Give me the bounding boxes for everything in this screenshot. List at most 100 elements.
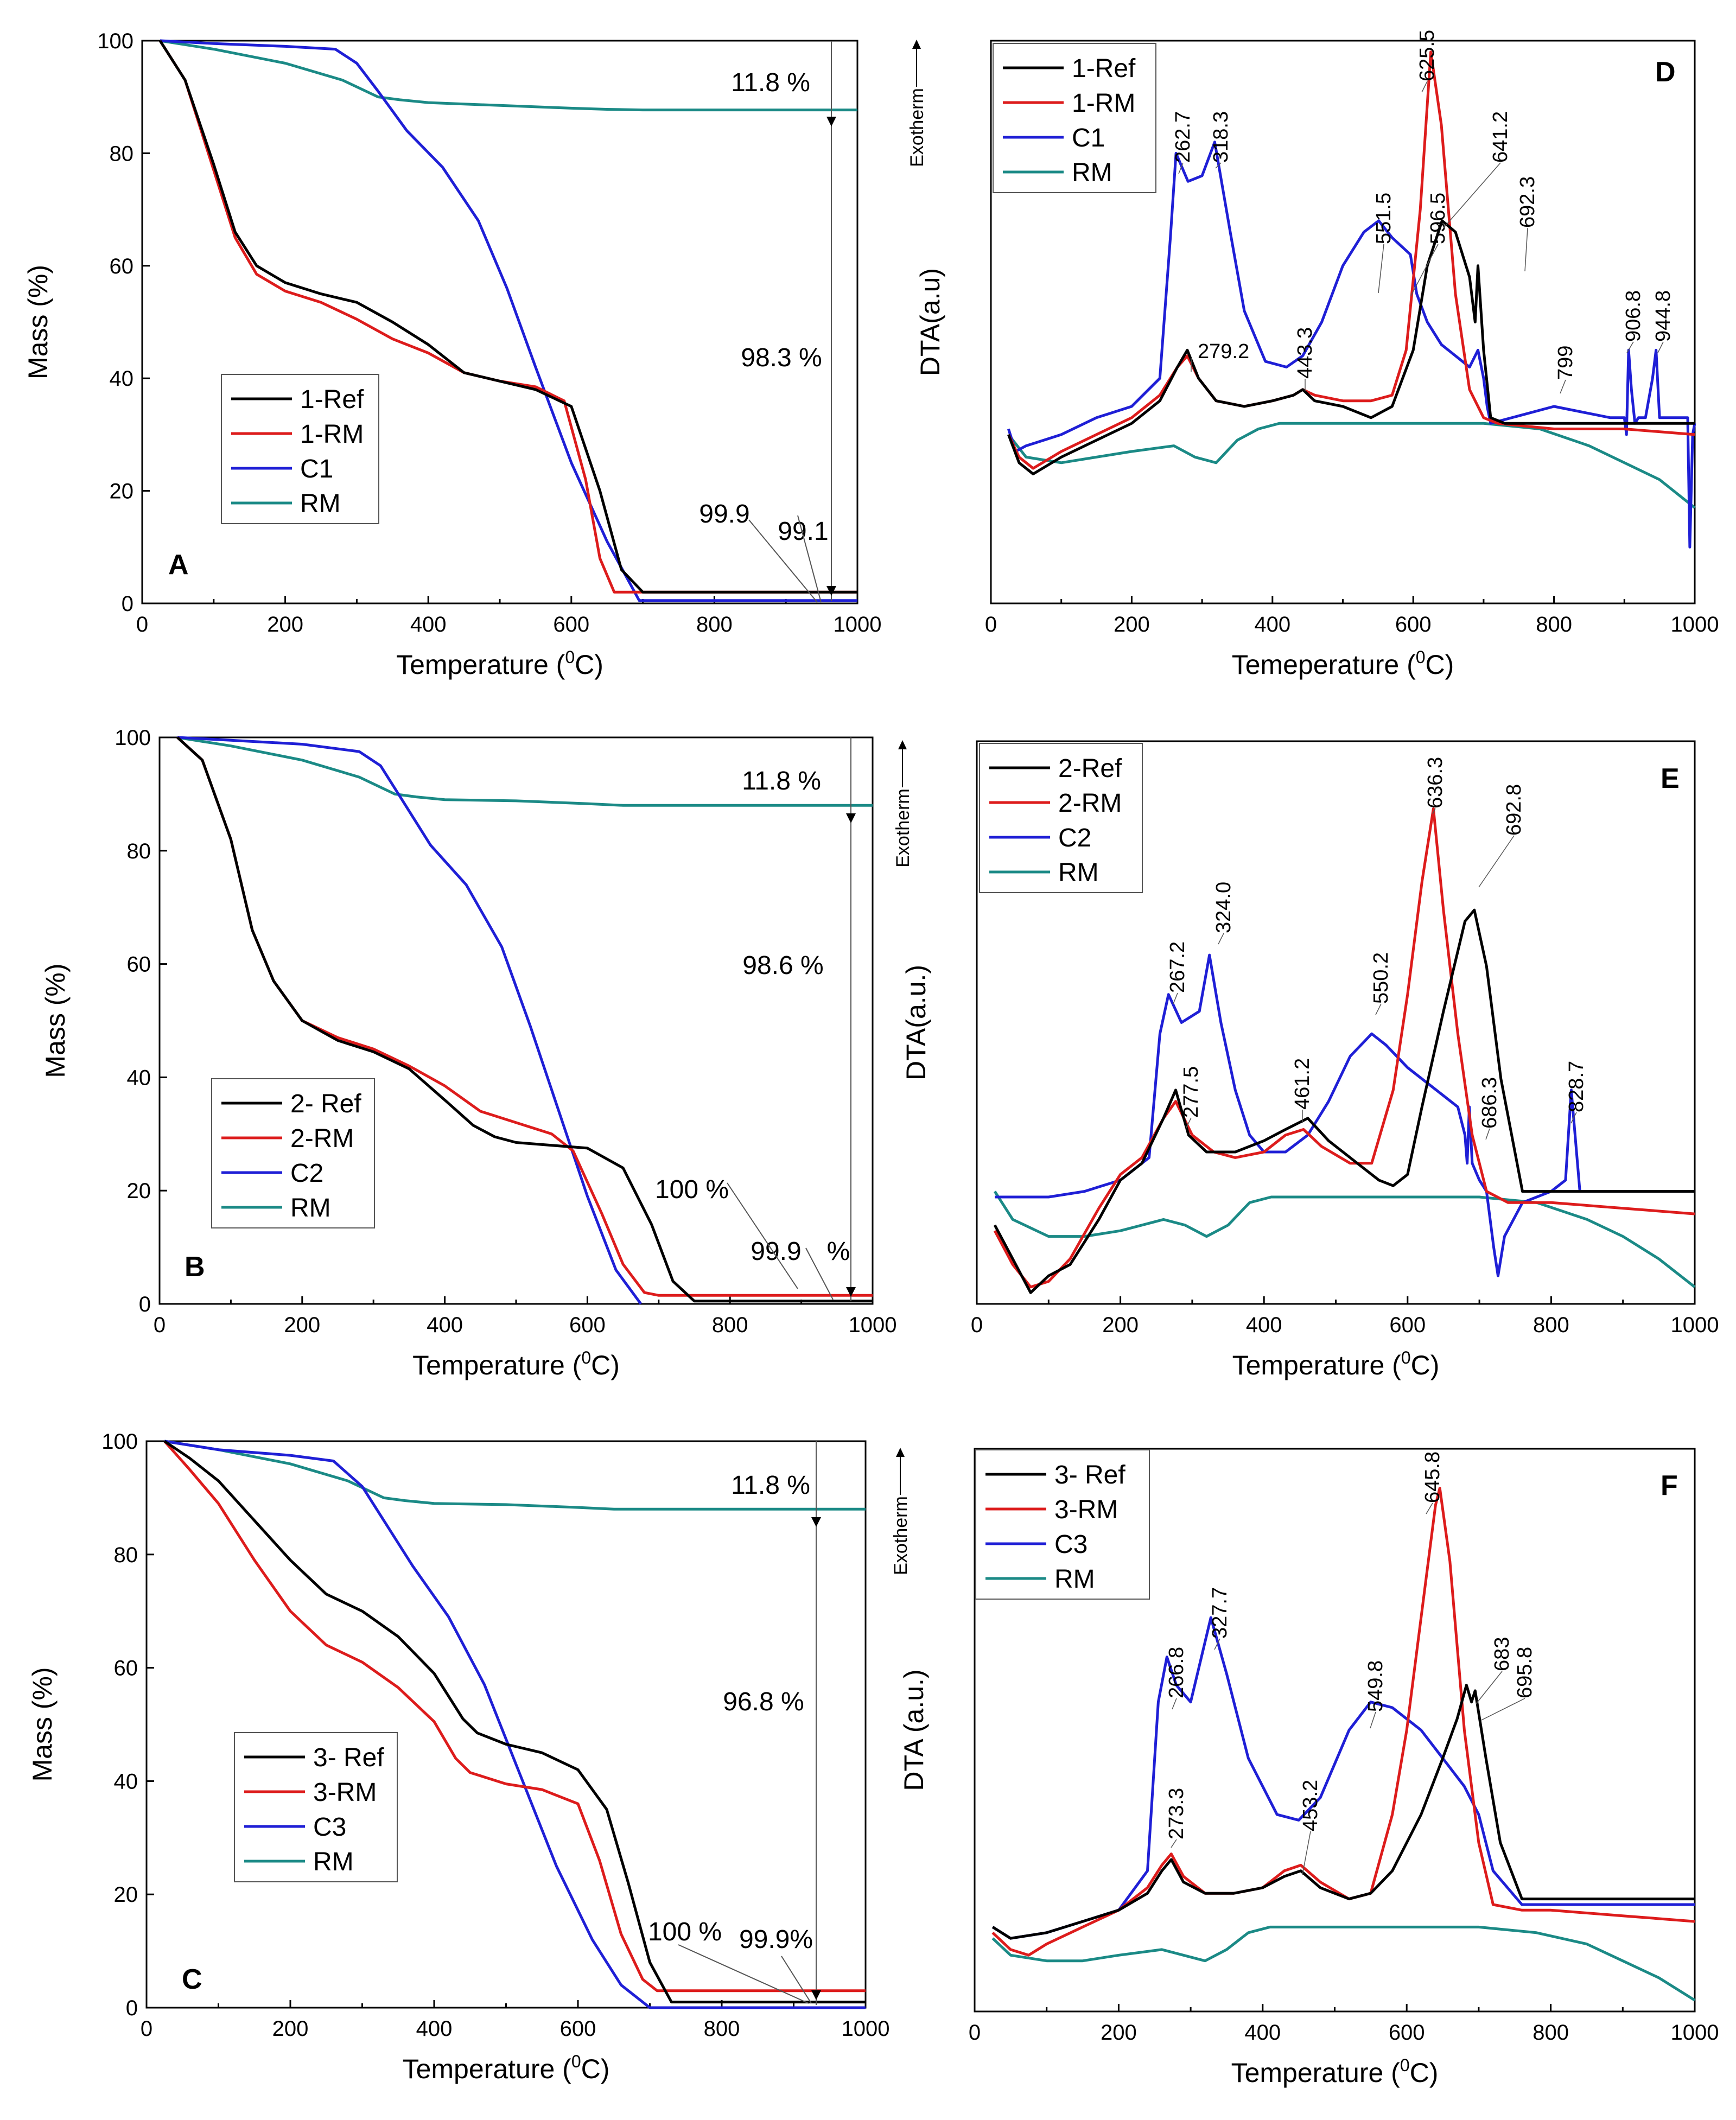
peak-leader-line <box>1378 244 1384 294</box>
peak-leader-line <box>1178 162 1184 174</box>
peak-leader-line <box>1485 1128 1490 1140</box>
panel-letter: D <box>1655 56 1676 88</box>
legend-label: C3 <box>1054 1530 1088 1559</box>
y-tick-label: 100 <box>101 1430 138 1454</box>
peak-leader-line <box>1172 1698 1177 1710</box>
series-line-1-rm <box>1007 50 1695 470</box>
series-line-rm <box>164 1440 866 1511</box>
peak-label: 695.8 <box>1514 1647 1536 1698</box>
mass-loss-annotation: 99.1 <box>778 517 828 546</box>
leader-line <box>797 515 822 603</box>
mass-loss-annotation: 98.6 % <box>742 951 823 980</box>
x-tick-label: 200 <box>1101 2021 1137 2045</box>
peak-leader-line <box>1215 162 1222 169</box>
y-tick-label: 0 <box>139 1293 151 1316</box>
series-line-rm <box>1007 422 1696 509</box>
legend-label: 2-RM <box>1058 789 1122 818</box>
x-tick-label: 0 <box>136 613 148 636</box>
y-tick-label: 60 <box>110 254 134 278</box>
series-line-1-ref <box>158 40 857 594</box>
legend-label: 3-RM <box>1054 1495 1118 1524</box>
leader-line <box>678 1944 809 2004</box>
x-tick-label: 1000 <box>849 1313 897 1337</box>
exotherm-label: Exotherm <box>891 1496 911 1575</box>
series-line-c1 <box>1007 141 1696 549</box>
x-tick-label: 600 <box>1389 1313 1426 1337</box>
peak-label: 279.2 <box>1198 340 1249 363</box>
legend-label: RM <box>300 489 341 518</box>
peak-label: 318.3 <box>1210 111 1232 163</box>
axis-title-text: C) <box>591 1350 620 1380</box>
x-tick-label: 800 <box>1533 1313 1569 1337</box>
series-line-rm <box>177 736 873 807</box>
x-tick-label: 800 <box>1532 2021 1569 2045</box>
panel-letter: F <box>1661 1470 1678 1501</box>
legend-label: RM <box>1054 1565 1095 1594</box>
x-tick-label: 0 <box>141 2017 152 2041</box>
series-line-c3 <box>164 1440 866 2009</box>
mass-loss-annotation: 11.8 % <box>731 1471 810 1500</box>
y-tick-label: 80 <box>110 142 134 165</box>
x-tick-label: 400 <box>427 1313 463 1337</box>
series-line-3-rm <box>163 1440 866 1992</box>
series-line-rm <box>993 1190 1696 1288</box>
x-tick-label: 600 <box>553 613 589 636</box>
mass-loss-annotation: % <box>827 1237 850 1266</box>
exotherm-label: Exotherm <box>893 788 913 868</box>
x-tick-label: 1000 <box>1671 2021 1719 2045</box>
mass-loss-annotation: 99.9% <box>739 1925 813 1954</box>
axis-title-text: C) <box>1411 1350 1440 1380</box>
legend-box <box>221 374 379 524</box>
degree-superscript: 0 <box>1400 2055 1410 2075</box>
axis-title-text: Temperature ( <box>396 650 565 680</box>
legend-label: C2 <box>1058 824 1091 852</box>
x-tick-label: 800 <box>1536 613 1572 636</box>
peak-label: 828.7 <box>1565 1061 1588 1112</box>
legend-label: 1-Ref <box>1072 54 1136 83</box>
x-tick-label: 1000 <box>1671 613 1719 636</box>
peak-label: 636.3 <box>1424 757 1447 808</box>
mass-loss-annotation: 11.8 % <box>731 68 810 97</box>
legend-label: 3- Ref <box>1054 1461 1125 1489</box>
series-line-1-ref <box>1007 219 1695 475</box>
panel-letter: B <box>185 1251 205 1283</box>
panel-a: 0 200 400 600 800 1000 0 20 40 60 80 100 Temperature… <box>23 29 881 680</box>
legend-label: RM <box>1058 858 1099 887</box>
mass-loss-arrow-head <box>846 813 856 823</box>
x-tick-label: 1000 <box>1671 1313 1719 1337</box>
peak-leader-line <box>1524 227 1528 272</box>
y-axis-title: Mass (%) <box>27 1667 58 1781</box>
peak-label: 262.7 <box>1172 111 1194 163</box>
x-tick-label: 400 <box>1244 2021 1281 2045</box>
x-tick-label: 600 <box>569 1313 606 1337</box>
y-axis-title: DTA(a.u.) <box>901 965 931 1080</box>
peak-leader-line <box>1173 992 1178 1004</box>
panel-letter: C <box>182 1964 202 1995</box>
leader-line <box>748 519 818 603</box>
panel-b: 0 200 400 600 800 1000 0 20 40 60 80 100 Temperature… <box>40 726 896 1380</box>
peak-leader-line <box>1410 244 1439 296</box>
peak-label: 443.3 <box>1294 327 1317 379</box>
peak-label: 906.8 <box>1622 290 1645 342</box>
mass-loss-arrow-head <box>826 117 836 126</box>
degree-superscript: 0 <box>571 2052 581 2071</box>
y-tick-label: 80 <box>127 839 151 863</box>
mass-loss-annotation: 99.9 <box>751 1237 801 1266</box>
peak-label: 324.0 <box>1212 882 1235 933</box>
peak-label: 461.2 <box>1291 1058 1314 1110</box>
legend-label: 2-RM <box>290 1124 354 1153</box>
series-line-c1 <box>160 39 857 602</box>
legend-label: C2 <box>290 1159 323 1188</box>
y-tick-label: 20 <box>114 1883 138 1907</box>
exotherm-label: Exotherm <box>907 88 927 167</box>
peak-label: 683 <box>1491 1637 1514 1671</box>
peak-label: 645.8 <box>1421 1451 1444 1503</box>
series-line-1-rm <box>158 40 857 594</box>
peak-label: 549.8 <box>1364 1660 1387 1712</box>
peak-label: 273.3 <box>1165 1788 1188 1839</box>
peak-label: 327.7 <box>1209 1587 1231 1639</box>
legend-label: 1-RM <box>300 420 364 449</box>
x-tick-label: 600 <box>1389 2021 1425 2045</box>
peak-label: 550.2 <box>1370 952 1392 1004</box>
